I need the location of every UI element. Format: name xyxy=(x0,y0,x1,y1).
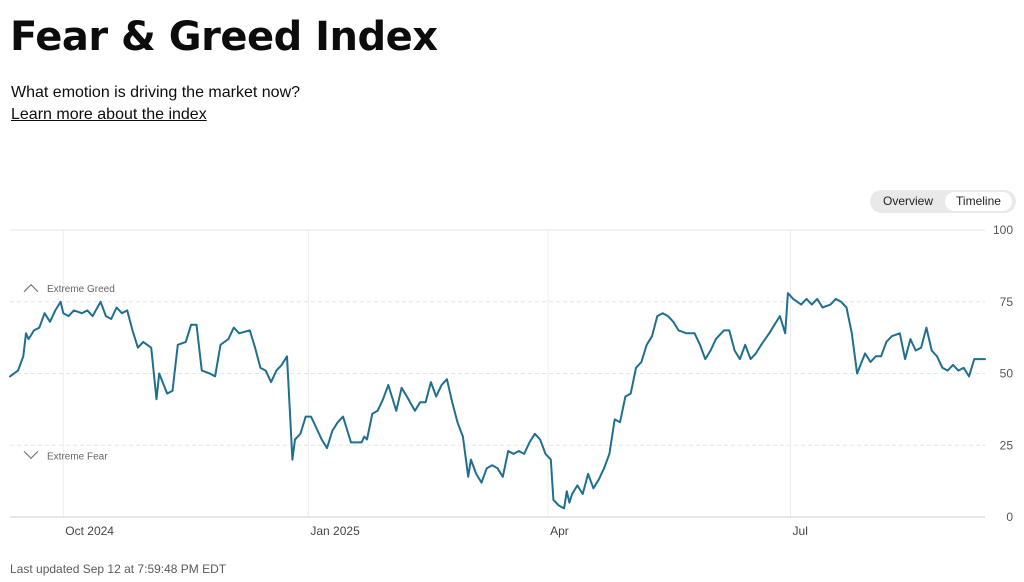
index-series-line xyxy=(9,292,986,510)
x-tick-label: Apr xyxy=(550,524,569,538)
timeline-toggle-button[interactable]: Timeline xyxy=(945,192,1012,211)
chevron-up-icon xyxy=(23,283,39,293)
x-tick-label: Jan 2025 xyxy=(310,524,360,538)
last-updated-text: Last updated Sep 12 at 7:59:48 PM EDT xyxy=(10,562,227,576)
x-tick-label: Oct 2024 xyxy=(65,524,114,538)
extreme-greed-label: Extreme Greed xyxy=(47,284,115,295)
y-tick-label: 100 xyxy=(993,223,1013,237)
view-toggle: Overview Timeline xyxy=(870,190,1016,213)
page-title: Fear & Greed Index xyxy=(10,14,438,60)
fear-greed-timeline-chart: 0 25 50 75 100 Oct 2024 Jan 2025 Apr Jul Extreme … xyxy=(9,223,1014,538)
y-tick-label: 25 xyxy=(1000,438,1014,452)
extreme-fear-label: Extreme Fear xyxy=(47,451,108,462)
y-tick-label: 75 xyxy=(1000,295,1014,309)
learn-more-link[interactable]: Learn more about the index xyxy=(11,106,207,123)
chevron-down-icon xyxy=(23,450,39,460)
x-tick-label: Jul xyxy=(793,524,808,538)
y-tick-label: 50 xyxy=(1000,367,1014,381)
overview-toggle-button[interactable]: Overview xyxy=(882,194,933,208)
y-tick-label: 0 xyxy=(1006,510,1013,524)
page-subtitle: What emotion is driving the market now? xyxy=(11,84,301,101)
